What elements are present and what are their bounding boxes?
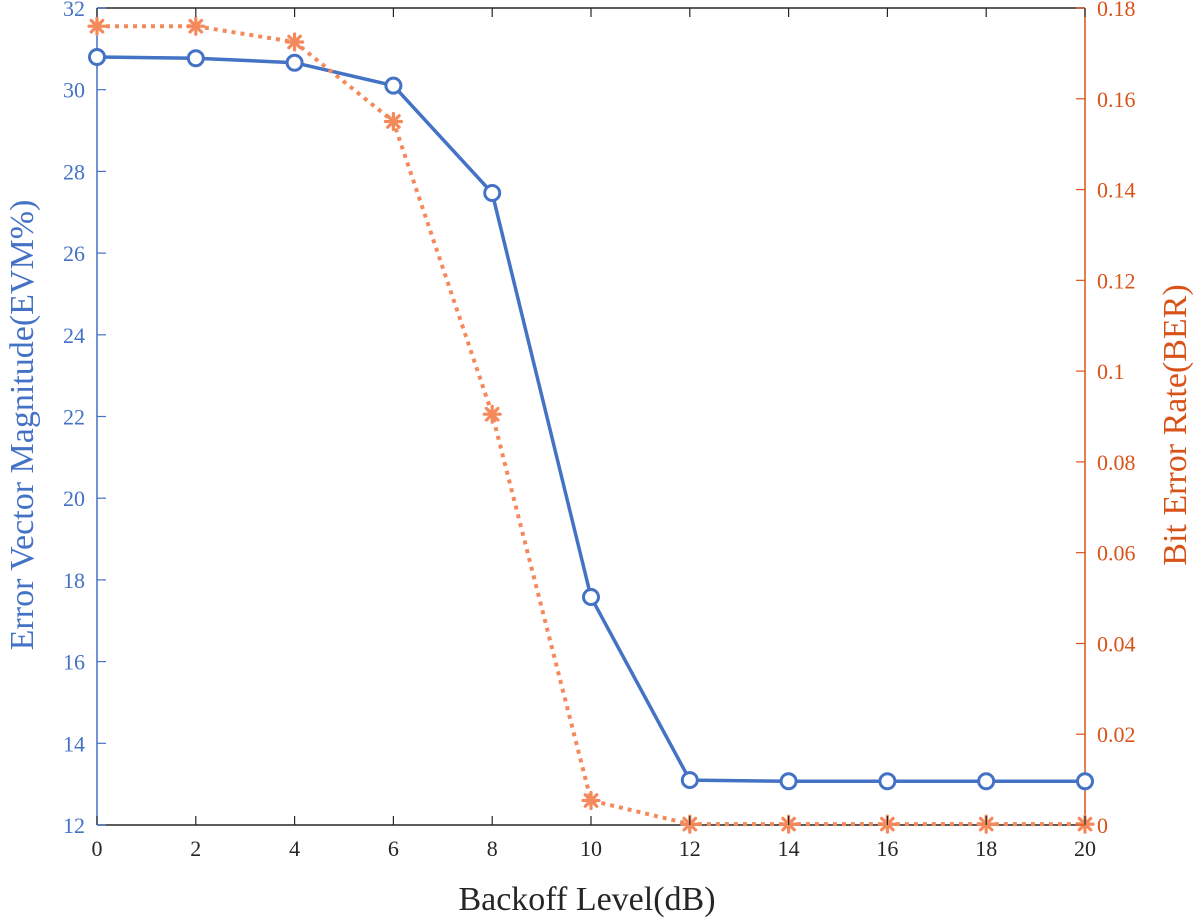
x-tick-label: 2 bbox=[190, 836, 201, 861]
asterisk-marker-stroke bbox=[188, 18, 204, 34]
ber-series bbox=[87, 16, 1095, 834]
evm-data-point bbox=[384, 76, 403, 95]
x-tick-label: 4 bbox=[289, 836, 300, 861]
ber-data-point bbox=[581, 790, 601, 811]
x-tick-label: 10 bbox=[580, 836, 602, 861]
evm-data-point bbox=[680, 771, 699, 790]
ber-data-point bbox=[186, 16, 206, 36]
right-y-axis-title: Bit Error Rate(BER) bbox=[1157, 284, 1194, 565]
left-y-tick-label: 16 bbox=[63, 650, 85, 675]
right-y-tick-label: 0.18 bbox=[1097, 0, 1136, 21]
left-y-tick-label: 14 bbox=[63, 731, 85, 756]
x-tick-label: 12 bbox=[679, 836, 701, 861]
left-y-tick-label: 24 bbox=[63, 323, 85, 348]
left-y-tick-label: 28 bbox=[63, 159, 85, 184]
ber-data-point bbox=[383, 111, 403, 132]
left-y-tick-label: 30 bbox=[63, 78, 85, 103]
x-tick-label: 16 bbox=[876, 836, 898, 861]
right-y-tick-label: 0.12 bbox=[1097, 268, 1136, 293]
evm-data-point bbox=[186, 49, 205, 68]
ber-data-point bbox=[87, 16, 107, 36]
right-y-tick-label: 0.06 bbox=[1097, 541, 1136, 566]
asterisk-marker-stroke bbox=[287, 34, 302, 50]
x-tick-label: 8 bbox=[487, 836, 498, 861]
right-y-tick-label: 0 bbox=[1097, 813, 1108, 838]
left-y-tick-label: 18 bbox=[63, 568, 85, 593]
evm-data-point bbox=[779, 772, 798, 791]
left-y-tick-label: 20 bbox=[63, 486, 85, 511]
evm-data-point bbox=[88, 48, 106, 67]
right-y-tick-label: 0.1 bbox=[1097, 359, 1125, 384]
right-y-tick-label: 0.14 bbox=[1097, 178, 1136, 203]
ber-data-point bbox=[482, 404, 502, 424]
asterisk-marker-stroke bbox=[89, 18, 105, 34]
evm-data-point bbox=[1076, 772, 1094, 791]
right-y-tick-label: 0.16 bbox=[1097, 87, 1136, 112]
x-tick-label: 18 bbox=[975, 836, 997, 861]
evm-data-point bbox=[483, 184, 502, 203]
x-axis-title: Backoff Level(dB) bbox=[458, 881, 715, 918]
evm-data-point bbox=[285, 53, 304, 72]
evm-series-line bbox=[96, 55, 1085, 784]
right-y-tick-label: 0.02 bbox=[1097, 722, 1136, 747]
x-tick-label: 20 bbox=[1074, 836, 1096, 861]
asterisk-marker-stroke bbox=[484, 406, 500, 422]
x-tick-label: 6 bbox=[388, 836, 399, 861]
x-tick-label: 0 bbox=[92, 836, 103, 861]
asterisk-marker-stroke bbox=[386, 114, 401, 129]
right-y-tick-label: 0.08 bbox=[1097, 450, 1136, 475]
plot-frame bbox=[96, 7, 1086, 826]
asterisk-marker-stroke bbox=[583, 793, 599, 808]
left-y-tick-label: 22 bbox=[63, 405, 85, 430]
evm-data-point bbox=[582, 588, 600, 607]
tick-group: 0 2 4 6 8 10 12 14 16 18 2012141618202224262830320… bbox=[63, 0, 1136, 861]
ber-data-point bbox=[285, 32, 305, 52]
ber-series-line bbox=[97, 24, 1085, 827]
evm-series bbox=[88, 48, 1094, 791]
right-y-tick-label: 0.04 bbox=[1097, 631, 1136, 656]
x-tick-label: 14 bbox=[778, 836, 800, 861]
left-y-tick-label: 12 bbox=[63, 813, 85, 838]
evm-data-point bbox=[878, 772, 897, 791]
evm-data-point bbox=[977, 772, 996, 791]
left-y-tick-label: 26 bbox=[63, 241, 85, 266]
series-group bbox=[87, 16, 1095, 834]
left-y-tick-label: 32 bbox=[63, 0, 85, 21]
left-y-axis-title: Error Vector Magnitude(EVM%) bbox=[4, 200, 41, 651]
